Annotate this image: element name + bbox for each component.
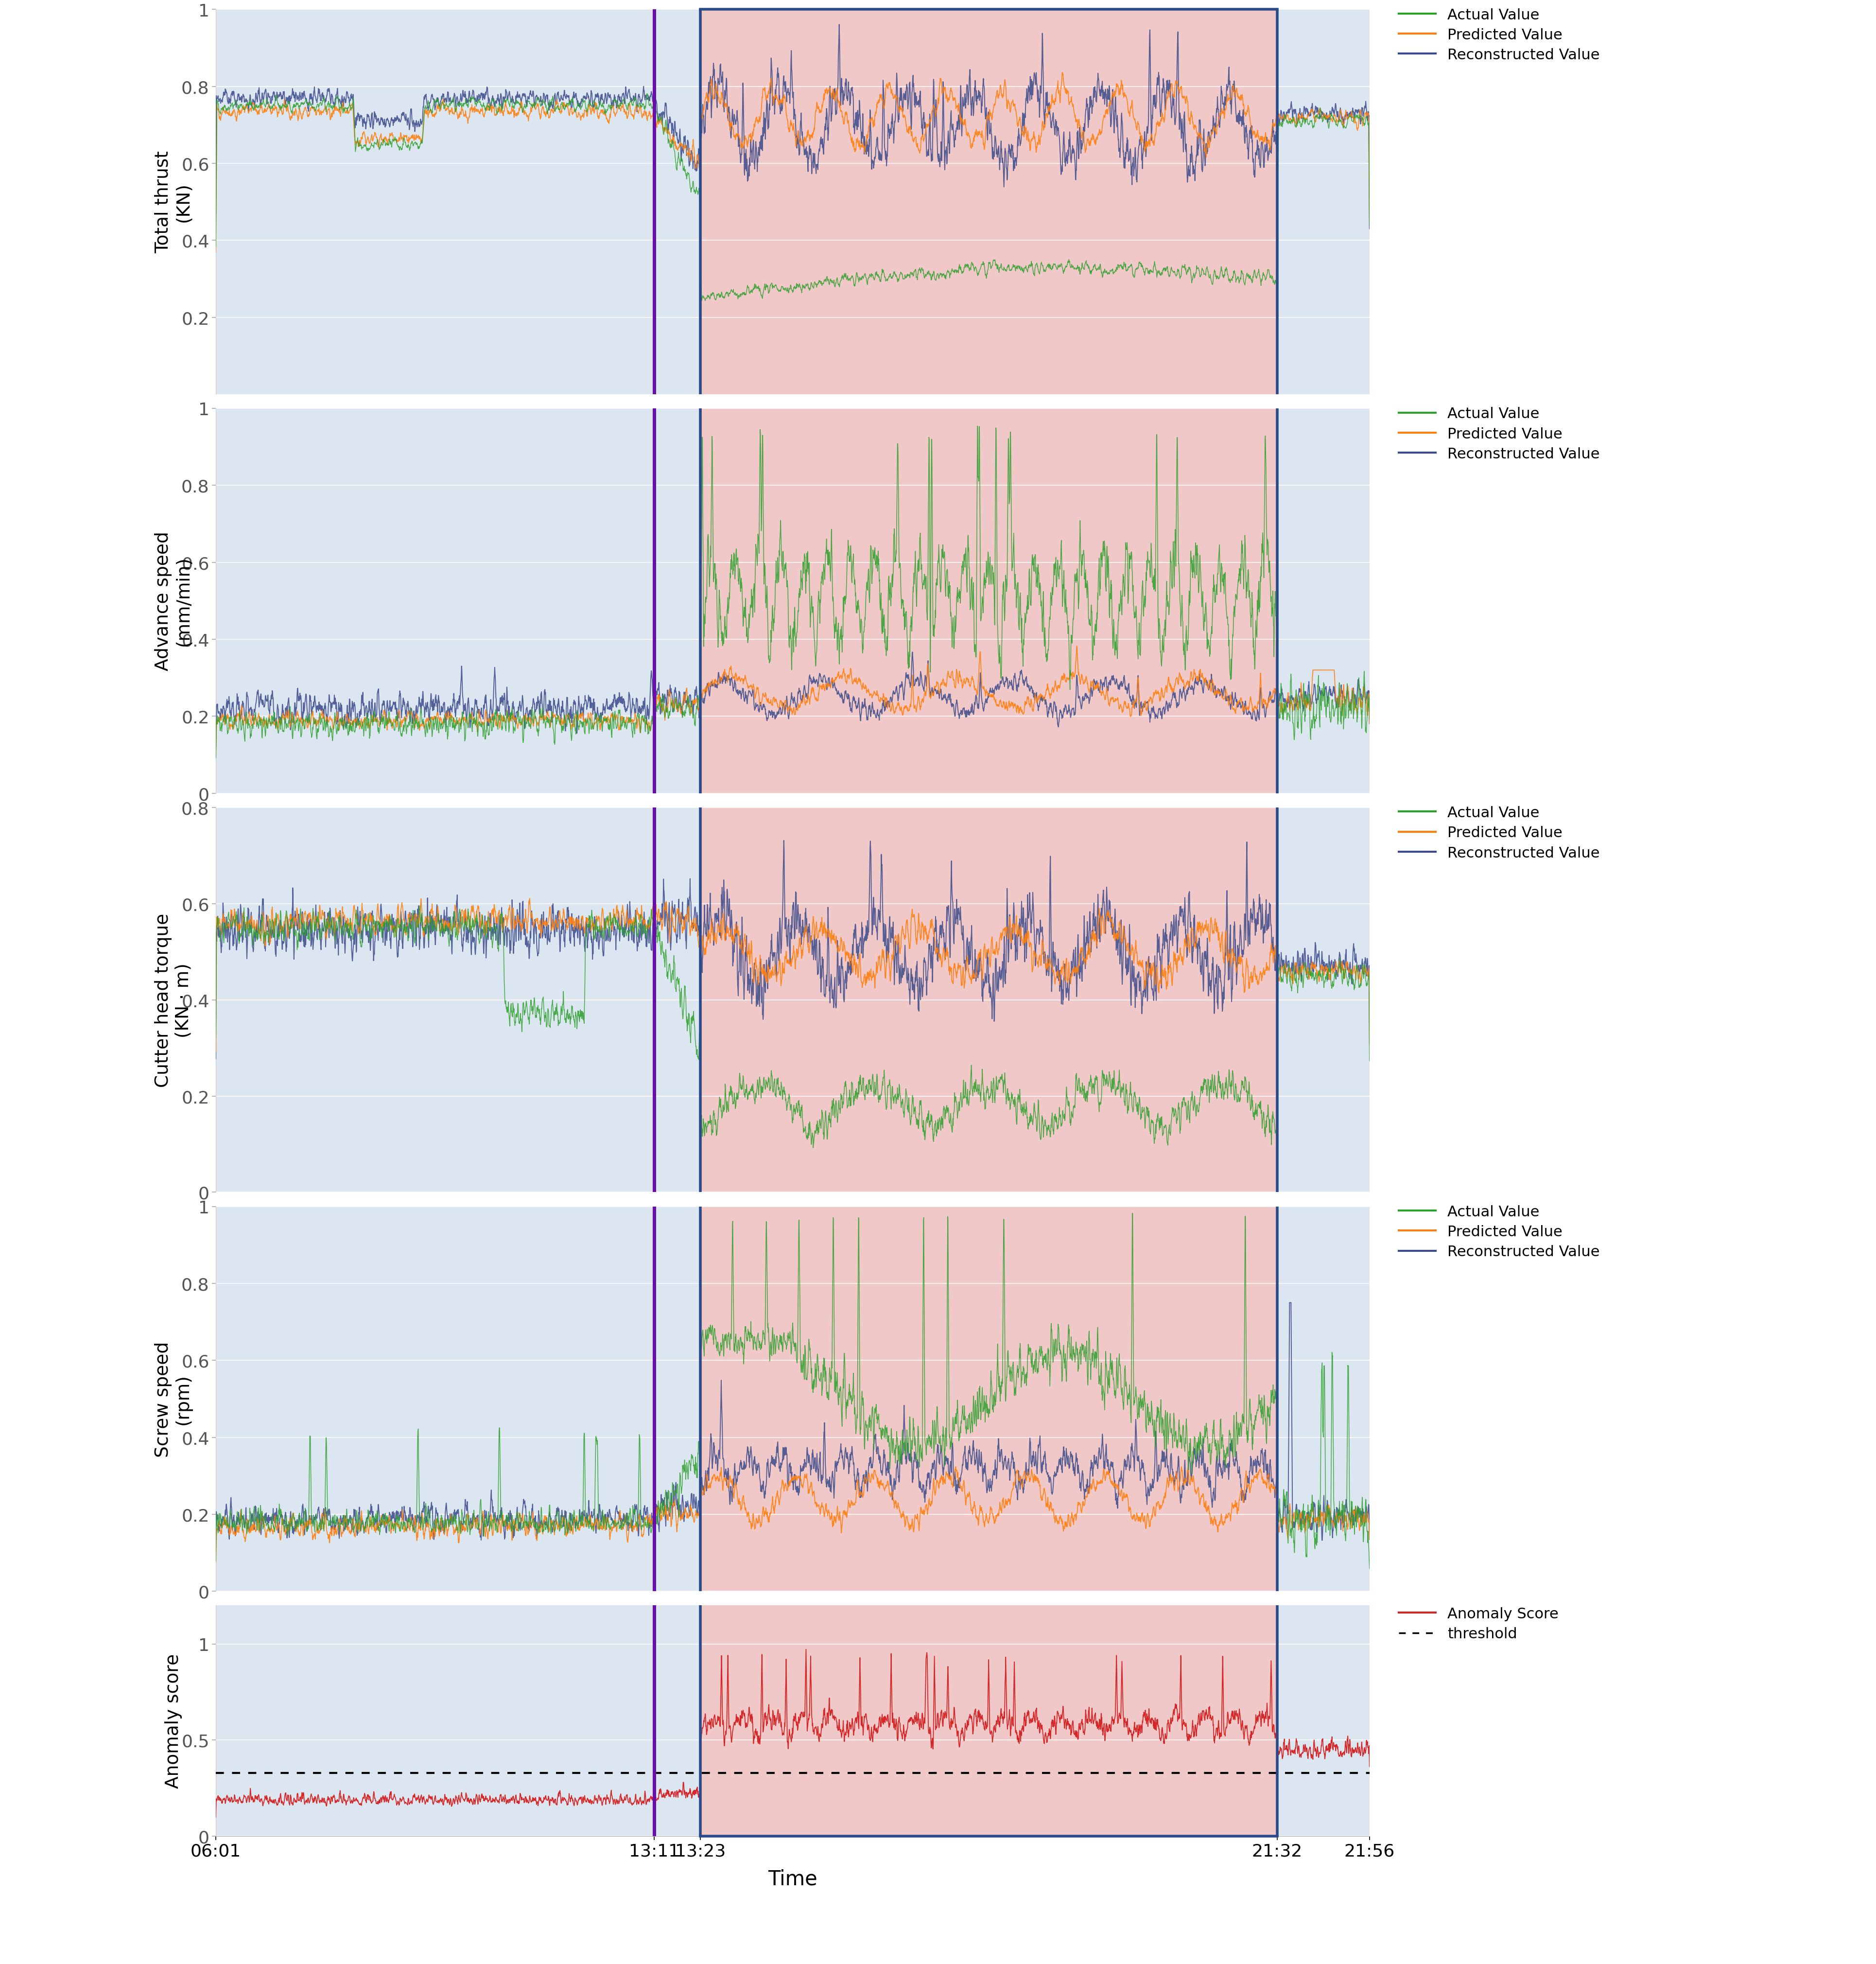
Bar: [1278, 10, 1369, 395]
Bar: [1278, 409, 1369, 793]
Bar: [1278, 807, 1369, 1192]
Y-axis label: Total thrust
(KN): Total thrust (KN): [154, 151, 191, 253]
Legend: Anomaly Score, threshold: Anomaly Score, threshold: [1392, 1601, 1565, 1648]
Legend: Actual Value, Predicted Value, Reconstructed Value: Actual Value, Predicted Value, Reconstru…: [1392, 799, 1606, 866]
Bar: [700, 807, 1278, 1192]
Legend: Actual Value, Predicted Value, Reconstructed Value: Actual Value, Predicted Value, Reconstru…: [1392, 1198, 1606, 1265]
Y-axis label: Cutter head torque
(KN · m): Cutter head torque (KN · m): [154, 913, 191, 1088]
Bar: [700, 1605, 1278, 1836]
Y-axis label: Anomaly score: Anomaly score: [165, 1654, 182, 1789]
Bar: [216, 807, 700, 1192]
X-axis label: Time: Time: [767, 1868, 818, 1889]
Legend: Actual Value, Predicted Value, Reconstructed Value: Actual Value, Predicted Value, Reconstru…: [1392, 401, 1606, 467]
Bar: [700, 409, 1278, 793]
Y-axis label: Screw speed
(rpm): Screw speed (rpm): [154, 1341, 191, 1457]
Bar: [216, 1206, 700, 1591]
Bar: [216, 10, 700, 395]
Bar: [700, 1206, 1278, 1591]
Bar: [700, 10, 1278, 395]
Bar: [216, 409, 700, 793]
Y-axis label: Advance speed
(mm/min): Advance speed (mm/min): [154, 532, 191, 672]
Bar: [216, 1605, 700, 1836]
Legend: Actual Value, Predicted Value, Reconstructed Value: Actual Value, Predicted Value, Reconstru…: [1392, 2, 1606, 69]
Bar: [1278, 1605, 1369, 1836]
Bar: [1278, 1206, 1369, 1591]
